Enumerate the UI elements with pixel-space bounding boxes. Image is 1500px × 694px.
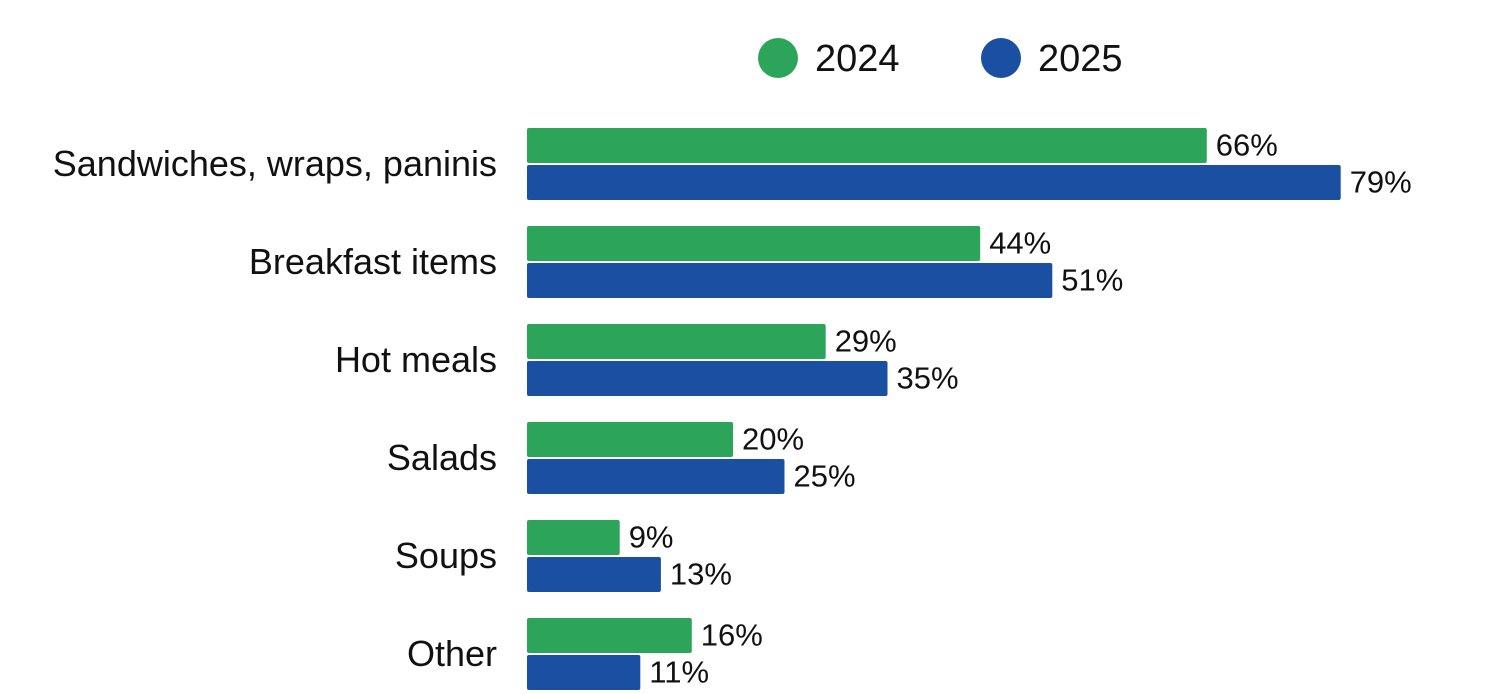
value-labels: 66% 79% 44% 51% 29%35% 20%25% 9%13% 16%11% xyxy=(629,128,1412,690)
legend-label-2025: 2025 xyxy=(1038,38,1123,80)
value-label-soups-2024: 9% xyxy=(629,520,674,555)
bar-hot-meals-2025 xyxy=(527,361,888,396)
category-label-sandwiches-wraps-paninis: Sandwiches, wraps, paninis xyxy=(53,143,497,184)
bar-hot-meals-2024 xyxy=(527,324,826,359)
value-label-breakfast-items-2024: 44% xyxy=(989,226,1051,261)
bar-sandwiches-wraps-paninis-2024 xyxy=(527,128,1207,163)
legend: 2024 2025 xyxy=(758,38,1123,80)
bar-other-2024 xyxy=(527,618,692,653)
bar-breakfast-items-2025 xyxy=(527,263,1053,298)
value-label-other-2024: 16% xyxy=(701,618,763,653)
value-label-hot-meals-2025: 35% xyxy=(897,361,959,396)
category-label-salads: Salads xyxy=(387,437,497,478)
category-label-hot-meals: Hot meals xyxy=(335,339,497,380)
category-label-other: Other xyxy=(407,633,497,674)
bar-sandwiches-wraps-paninis-2025 xyxy=(527,165,1341,200)
legend-label-2024: 2024 xyxy=(815,38,900,80)
value-label-other-2025: 11% xyxy=(649,655,709,690)
legend-marker-2024 xyxy=(758,38,798,78)
value-label-sandwiches-wraps-paninis-2025: 79% xyxy=(1350,165,1412,200)
bar-salads-2025 xyxy=(527,459,785,494)
bar-soups-2025 xyxy=(527,557,661,592)
value-label-hot-meals-2024: 29% xyxy=(835,324,897,359)
bar-other-2025 xyxy=(527,655,641,690)
value-label-soups-2025: 13% xyxy=(670,557,732,592)
category-label-breakfast-items: Breakfast items xyxy=(249,241,497,282)
bar-soups-2024 xyxy=(527,520,620,555)
category-label-soups: Soups xyxy=(395,535,497,576)
legend-marker-2025 xyxy=(981,38,1021,78)
bar-salads-2024 xyxy=(527,422,733,457)
bars xyxy=(527,128,1341,690)
category-axis-labels: Sandwiches, wraps, paninis Breakfast item… xyxy=(53,143,497,674)
value-label-salads-2024: 20% xyxy=(742,422,804,457)
bar-breakfast-items-2024 xyxy=(527,226,981,261)
value-label-salads-2025: 25% xyxy=(794,459,856,494)
value-label-breakfast-items-2025: 51% xyxy=(1061,263,1123,298)
value-label-sandwiches-wraps-paninis-2024: 66% xyxy=(1216,128,1278,163)
